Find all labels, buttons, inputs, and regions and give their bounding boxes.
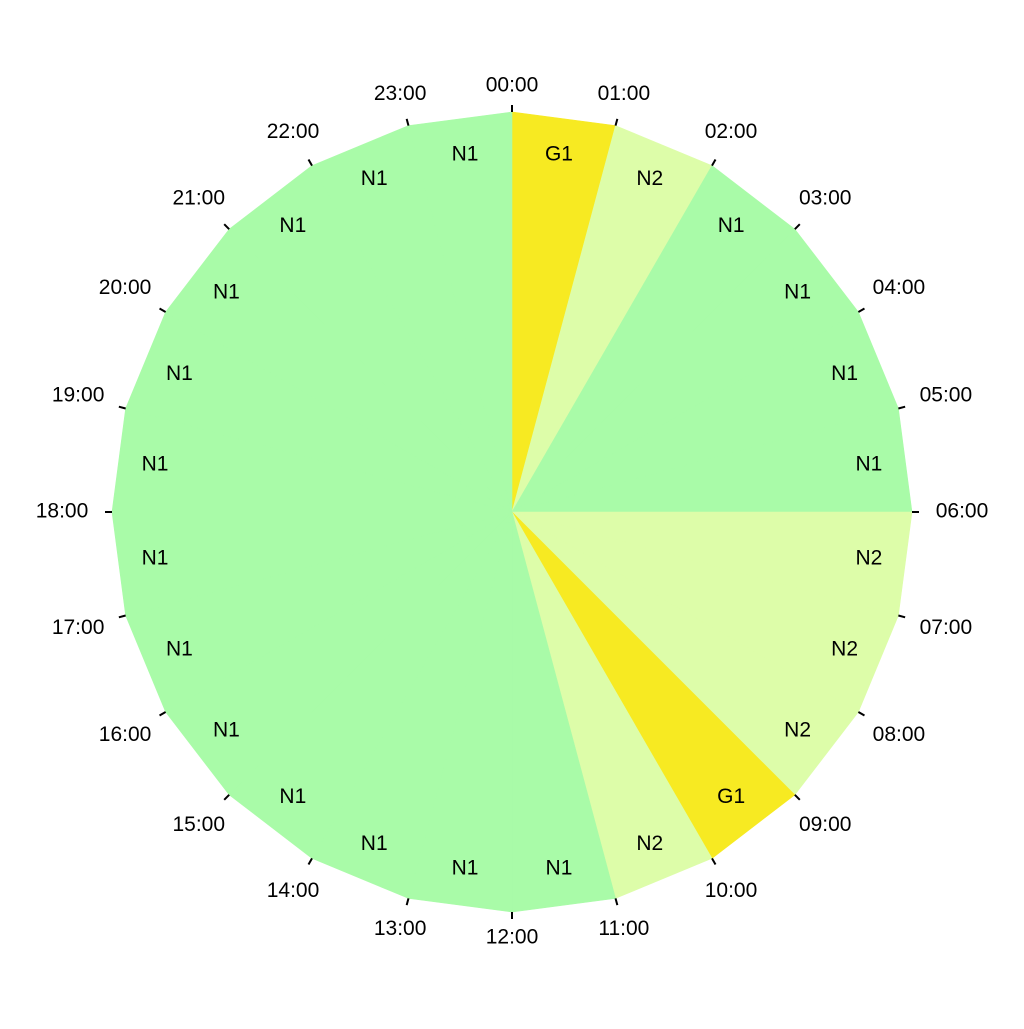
hour-label: 04:00 bbox=[873, 276, 926, 299]
hour-tick bbox=[794, 794, 801, 801]
hour-label: 03:00 bbox=[799, 186, 852, 209]
segment-label: N1 bbox=[213, 280, 240, 303]
segment-label: N2 bbox=[636, 167, 663, 190]
hour-label: 11:00 bbox=[598, 917, 649, 940]
hour-tick bbox=[118, 405, 126, 410]
hour-label: 23:00 bbox=[374, 82, 427, 105]
hour-tick bbox=[794, 223, 801, 230]
hour-label: 05:00 bbox=[920, 383, 973, 406]
hour-tick bbox=[159, 711, 167, 717]
hour-tick bbox=[223, 794, 230, 801]
hour-tick bbox=[857, 307, 865, 313]
hour-label: 16:00 bbox=[99, 723, 152, 746]
segment-label: N1 bbox=[855, 453, 882, 476]
hour-label: 13:00 bbox=[374, 917, 427, 940]
segment-label: G1 bbox=[717, 785, 745, 808]
segment-label: N1 bbox=[166, 362, 193, 385]
segment-label: N1 bbox=[361, 167, 388, 190]
hour-tick bbox=[405, 118, 410, 126]
hour-label: 06:00 bbox=[936, 500, 989, 523]
hour-label: 20:00 bbox=[99, 276, 152, 299]
segment-label: N2 bbox=[784, 719, 811, 742]
hour-label: 22:00 bbox=[267, 120, 320, 143]
hour-label: 07:00 bbox=[920, 616, 973, 639]
hour-tick bbox=[711, 857, 717, 865]
segment-label: N1 bbox=[142, 453, 169, 476]
hour-tick bbox=[307, 159, 313, 167]
hour-tick bbox=[898, 405, 906, 410]
segment-label: N1 bbox=[452, 856, 479, 879]
segment-label: N2 bbox=[855, 547, 882, 570]
hour-label: 18:00 bbox=[36, 500, 89, 523]
segment-label: N1 bbox=[831, 362, 858, 385]
segment-label: N1 bbox=[166, 637, 193, 660]
hour-label: 00:00 bbox=[486, 74, 539, 97]
hour-label: 10:00 bbox=[705, 879, 758, 902]
hour-label: 12:00 bbox=[486, 926, 539, 949]
segment-label: N1 bbox=[784, 280, 811, 303]
hour-tick bbox=[307, 857, 313, 865]
hour-label: 09:00 bbox=[799, 813, 852, 836]
segment-label: N2 bbox=[831, 637, 858, 660]
hour-label: 14:00 bbox=[267, 879, 320, 902]
hour-tick bbox=[405, 898, 410, 906]
hour-label: 08:00 bbox=[873, 723, 926, 746]
segment-label: N1 bbox=[279, 214, 306, 237]
hour-tick bbox=[614, 898, 619, 906]
segment-label: N1 bbox=[361, 832, 388, 855]
hour-label: 17:00 bbox=[52, 616, 105, 639]
hour-tick bbox=[857, 711, 865, 717]
hour-tick bbox=[711, 159, 717, 167]
segment-label: N1 bbox=[142, 547, 169, 570]
hour-label: 15:00 bbox=[172, 813, 225, 836]
segment-label: N2 bbox=[636, 832, 663, 855]
hour-tick bbox=[159, 307, 167, 313]
segment-label: N1 bbox=[213, 719, 240, 742]
segment bbox=[408, 111, 513, 513]
hour-tick bbox=[118, 614, 126, 619]
hour-label: 21:00 bbox=[172, 186, 225, 209]
hour-tick bbox=[223, 223, 230, 230]
segment-label: N1 bbox=[718, 214, 745, 237]
hour-tick bbox=[614, 118, 619, 126]
segment-label: N1 bbox=[452, 143, 479, 166]
hour-label: 02:00 bbox=[705, 120, 758, 143]
segment-label: G1 bbox=[545, 143, 573, 166]
hour-label: 01:00 bbox=[598, 82, 651, 105]
segment-label: N1 bbox=[546, 856, 573, 879]
segment-label: N1 bbox=[279, 785, 306, 808]
hour-label: 19:00 bbox=[52, 383, 105, 406]
hour-tick bbox=[898, 614, 906, 619]
